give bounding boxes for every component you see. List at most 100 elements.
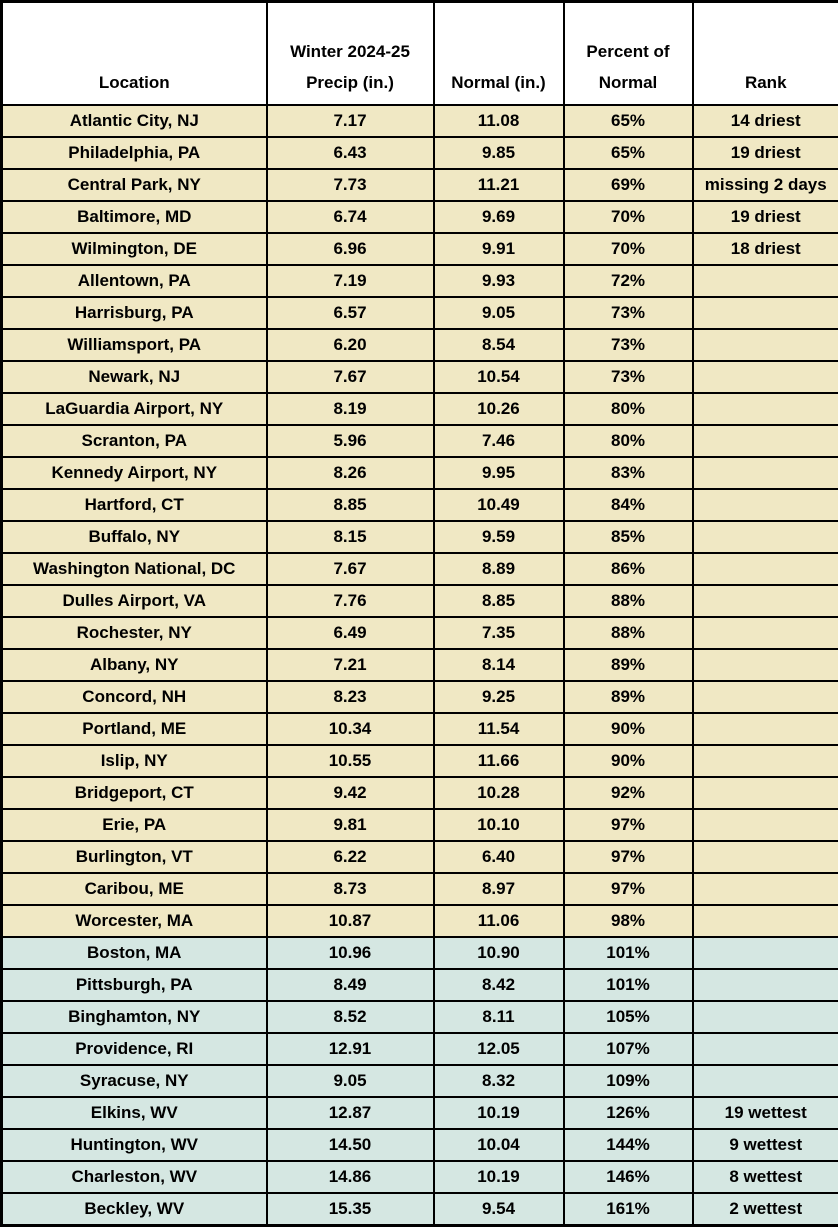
rank-cell: [693, 553, 838, 585]
normal-cell: 9.25: [434, 681, 564, 713]
normal-cell: 11.21: [434, 169, 564, 201]
col-header-percent: Percent of Normal: [564, 2, 693, 106]
rank-cell: [693, 521, 838, 553]
percent-cell: 65%: [564, 105, 693, 137]
precip-cell: 6.49: [267, 617, 434, 649]
location-cell: Burlington, VT: [2, 841, 267, 873]
precip-cell: 8.19: [267, 393, 434, 425]
rank-cell: [693, 809, 838, 841]
percent-cell: 161%: [564, 1193, 693, 1226]
percent-cell: 73%: [564, 297, 693, 329]
rank-cell: 8 wettest: [693, 1161, 838, 1193]
normal-cell: 9.91: [434, 233, 564, 265]
location-cell: Concord, NH: [2, 681, 267, 713]
rank-cell: [693, 873, 838, 905]
location-cell: Pittsburgh, PA: [2, 969, 267, 1001]
percent-cell: 80%: [564, 425, 693, 457]
normal-cell: 10.26: [434, 393, 564, 425]
precip-cell: 6.57: [267, 297, 434, 329]
normal-cell: 7.35: [434, 617, 564, 649]
col-header-precip: Winter 2024-25 Precip (in.): [267, 2, 434, 106]
percent-cell: 84%: [564, 489, 693, 521]
col-header-percent-line1: Percent of: [565, 36, 692, 67]
rank-cell: [693, 457, 838, 489]
location-cell: Syracuse, NY: [2, 1065, 267, 1097]
percent-cell: 97%: [564, 873, 693, 905]
rank-cell: 19 wettest: [693, 1097, 838, 1129]
precip-cell: 6.96: [267, 233, 434, 265]
location-cell: Bridgeport, CT: [2, 777, 267, 809]
location-cell: Charleston, WV: [2, 1161, 267, 1193]
precip-cell: 12.87: [267, 1097, 434, 1129]
normal-cell: 10.54: [434, 361, 564, 393]
precip-cell: 6.20: [267, 329, 434, 361]
rank-cell: 2 wettest: [693, 1193, 838, 1226]
precip-cell: 8.52: [267, 1001, 434, 1033]
location-cell: Albany, NY: [2, 649, 267, 681]
location-cell: Rochester, NY: [2, 617, 267, 649]
header-row: Location Winter 2024-25 Precip (in.) Nor…: [2, 2, 838, 106]
precip-cell: 9.81: [267, 809, 434, 841]
percent-cell: 97%: [564, 841, 693, 873]
rank-cell: [693, 649, 838, 681]
normal-cell: 8.54: [434, 329, 564, 361]
location-cell: Philadelphia, PA: [2, 137, 267, 169]
col-header-normal-label: Normal (in.): [435, 67, 563, 98]
rank-cell: [693, 777, 838, 809]
rank-cell: [693, 841, 838, 873]
location-cell: Newark, NJ: [2, 361, 267, 393]
precip-cell: 5.96: [267, 425, 434, 457]
rank-cell: [693, 425, 838, 457]
percent-cell: 109%: [564, 1065, 693, 1097]
precip-cell: 9.05: [267, 1065, 434, 1097]
precip-cell: 14.50: [267, 1129, 434, 1161]
location-cell: Wilmington, DE: [2, 233, 267, 265]
rank-cell: [693, 489, 838, 521]
location-cell: Portland, ME: [2, 713, 267, 745]
precip-cell: 10.55: [267, 745, 434, 777]
precip-cell: 7.67: [267, 553, 434, 585]
precip-cell: 8.15: [267, 521, 434, 553]
percent-cell: 70%: [564, 201, 693, 233]
rank-cell: 19 driest: [693, 201, 838, 233]
percent-cell: 98%: [564, 905, 693, 937]
normal-cell: 9.59: [434, 521, 564, 553]
percent-cell: 92%: [564, 777, 693, 809]
location-cell: Boston, MA: [2, 937, 267, 969]
precip-cell: 7.19: [267, 265, 434, 297]
precip-cell: 6.22: [267, 841, 434, 873]
location-cell: Allentown, PA: [2, 265, 267, 297]
precip-cell: 9.42: [267, 777, 434, 809]
location-cell: Elkins, WV: [2, 1097, 267, 1129]
precip-cell: 10.34: [267, 713, 434, 745]
rank-cell: [693, 969, 838, 1001]
normal-cell: 8.97: [434, 873, 564, 905]
percent-cell: 73%: [564, 329, 693, 361]
location-cell: Williamsport, PA: [2, 329, 267, 361]
normal-cell: 9.95: [434, 457, 564, 489]
precip-cell: 8.49: [267, 969, 434, 1001]
precip-cell: 10.87: [267, 905, 434, 937]
normal-cell: 11.06: [434, 905, 564, 937]
percent-cell: 144%: [564, 1129, 693, 1161]
location-cell: Islip, NY: [2, 745, 267, 777]
normal-cell: 6.40: [434, 841, 564, 873]
rank-cell: [693, 393, 838, 425]
percent-cell: 105%: [564, 1001, 693, 1033]
